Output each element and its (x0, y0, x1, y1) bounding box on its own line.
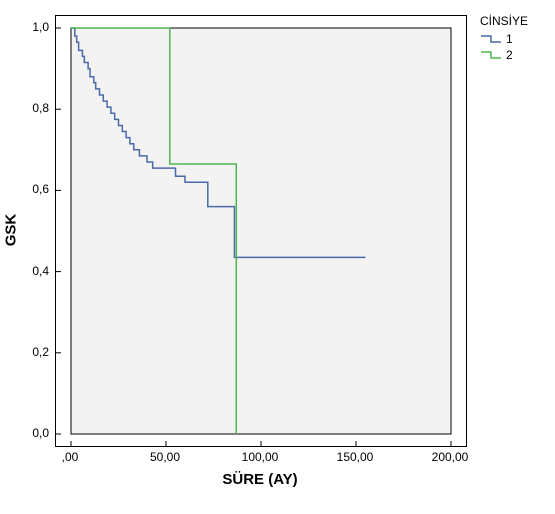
x-tick-label: 100,00 (242, 450, 279, 464)
y-tick-label: 0,0 (32, 426, 49, 440)
x-tick-label: 150,00 (337, 450, 374, 464)
x-tick-label: 50,00 (150, 450, 180, 464)
plot-area-outer (55, 15, 467, 447)
legend-item-label: 1 (506, 32, 513, 46)
x-tick-label: ,00 (62, 450, 79, 464)
y-tick-label: 1,0 (32, 20, 49, 34)
x-axis-label: SÜRE (AY) (222, 471, 297, 488)
legend-item: 2 (480, 48, 513, 62)
legend-swatch (480, 50, 502, 60)
plot-svg (56, 16, 466, 446)
legend-item: 1 (480, 32, 513, 46)
chart-container: GSK SÜRE (AY) CİNSİYE 1 2 ,00 50,00 100,00 1… (0, 0, 555, 514)
x-tick-label: 200,00 (432, 450, 469, 464)
y-tick-label: 0,2 (32, 345, 49, 359)
y-tick-label: 0,8 (32, 101, 49, 115)
legend-swatch (480, 34, 502, 44)
y-tick-label: 0,6 (32, 182, 49, 196)
legend-title: CİNSİYE (480, 14, 528, 28)
y-axis-label: GSK (3, 214, 20, 247)
legend-item-label: 2 (506, 48, 513, 62)
y-tick-label: 0,4 (32, 264, 49, 278)
